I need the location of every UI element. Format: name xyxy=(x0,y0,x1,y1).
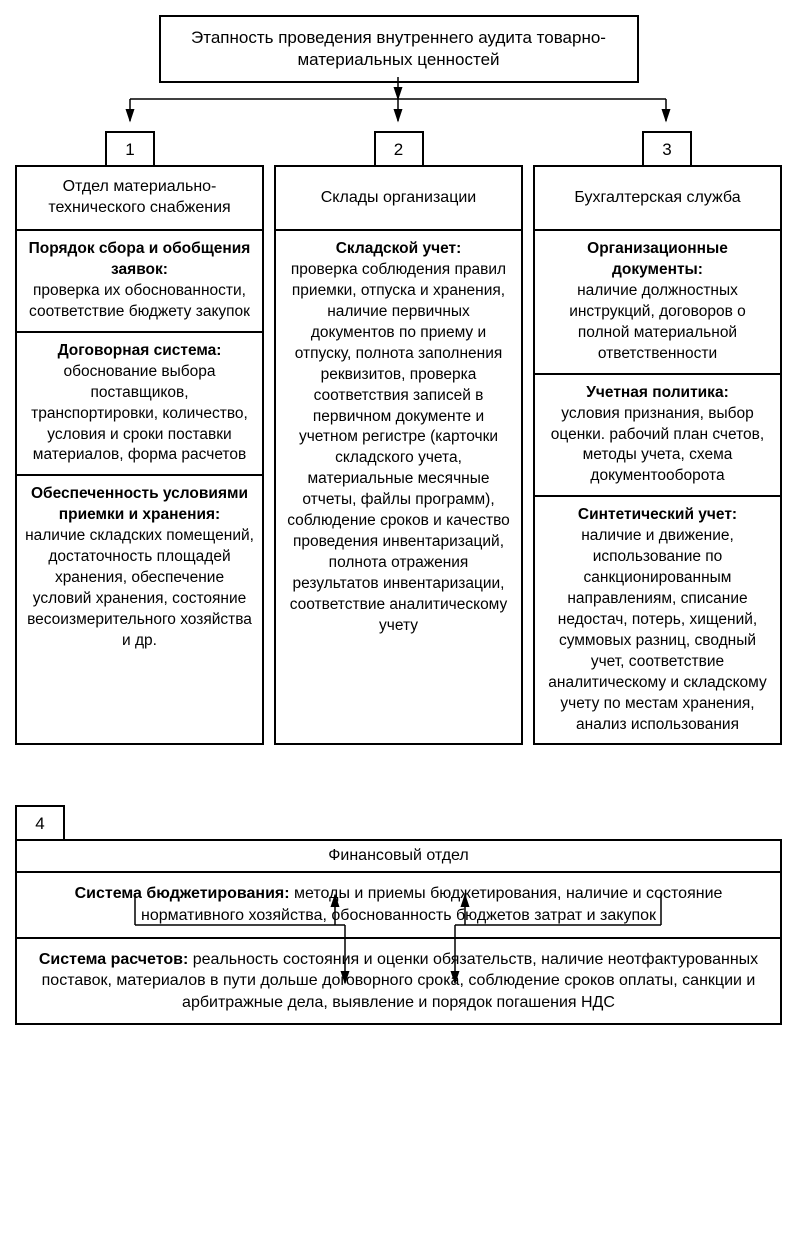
col-3: Бухгалтерская служба Организационные док… xyxy=(533,165,782,745)
col-1: Отдел материально-технического снабжения… xyxy=(15,165,264,745)
col3-head-text: Бухгалтерская служба xyxy=(574,188,740,209)
fin-cell1: Система бюджетирования: методы и приемы … xyxy=(15,871,782,938)
col-2: Склады организации Складской учет: прове… xyxy=(274,165,523,745)
col1-cell3: Обеспеченность условиями приемки и хране… xyxy=(15,474,264,745)
fin-c2-title: Система расчетов: xyxy=(39,951,188,968)
col3-c2-title: Учетная политика: xyxy=(586,384,728,401)
num-3: 3 xyxy=(662,140,671,160)
num-1: 1 xyxy=(125,140,134,160)
col1-cell1: Порядок сбора и обобщения заявок: провер… xyxy=(15,229,264,333)
diagram-root: Этапность проведения внутреннего аудита … xyxy=(15,15,782,1025)
col1-c3-body: наличие складских помещений, достаточнос… xyxy=(25,527,254,649)
col2-c1-title: Складской учет: xyxy=(336,240,462,257)
num-box-4: 4 xyxy=(15,805,65,841)
col1-c2-title: Договорная система: xyxy=(58,342,222,359)
col3-c1-title: Организационные документы: xyxy=(587,240,728,278)
col2-head: Склады организации xyxy=(274,165,523,231)
col1-head: Отдел материально-технического снабжения xyxy=(15,165,264,231)
col2-c1-body: проверка соблюдения правил приемки, отпу… xyxy=(287,261,510,634)
title-box: Этапность проведения внутреннего аудита … xyxy=(159,15,639,83)
fin-head: Финансовый отдел xyxy=(15,839,782,873)
title-text: Этапность проведения внутреннего аудита … xyxy=(191,28,606,69)
col1-cell2: Договорная система: обоснование выбора п… xyxy=(15,331,264,477)
col2-head-text: Склады организации xyxy=(321,188,476,209)
col1-head-text: Отдел материально-технического снабжения xyxy=(25,177,254,219)
col3-c2-body: условия признания, выбор оценки. рабочий… xyxy=(551,405,764,485)
fin-head-text: Финансовый отдел xyxy=(328,847,469,864)
fin-c1-title: Система бюджетирования: xyxy=(75,885,290,902)
num-4: 4 xyxy=(35,814,44,834)
col3-c3-body: наличие и движение, использование по сан… xyxy=(548,527,766,732)
number-row: 1 2 3 xyxy=(15,131,782,167)
col3-cell1: Организационные документы: наличие должн… xyxy=(533,229,782,375)
num-box-3: 3 xyxy=(642,131,692,167)
col1-c1-body: проверка их обоснованности, соответствие… xyxy=(29,282,250,320)
col3-head: Бухгалтерская служба xyxy=(533,165,782,231)
num-2: 2 xyxy=(394,140,403,160)
col1-c2-body: обоснование выбора поставщиков, транспор… xyxy=(31,363,248,464)
fin-cell2: Система расчетов: реальность состояния и… xyxy=(15,937,782,1026)
col3-cell2: Учетная политика: условия признания, выб… xyxy=(533,373,782,498)
col1-c3-title: Обеспеченность условиями приемки и хране… xyxy=(31,485,248,523)
col1-c1-title: Порядок сбора и обобщения заявок: xyxy=(29,240,251,278)
num-box-1: 1 xyxy=(105,131,155,167)
col2-cell1: Складской учет: проверка соблюдения прав… xyxy=(274,229,523,745)
col3-c1-body: наличие должностных инструкций, договоро… xyxy=(569,282,746,362)
num-box-2: 2 xyxy=(374,131,424,167)
columns: Отдел материально-технического снабжения… xyxy=(15,165,782,745)
col3-cell3: Синтетический учет: наличие и движение, … xyxy=(533,495,782,745)
col3-c3-title: Синтетический учет: xyxy=(578,506,737,523)
